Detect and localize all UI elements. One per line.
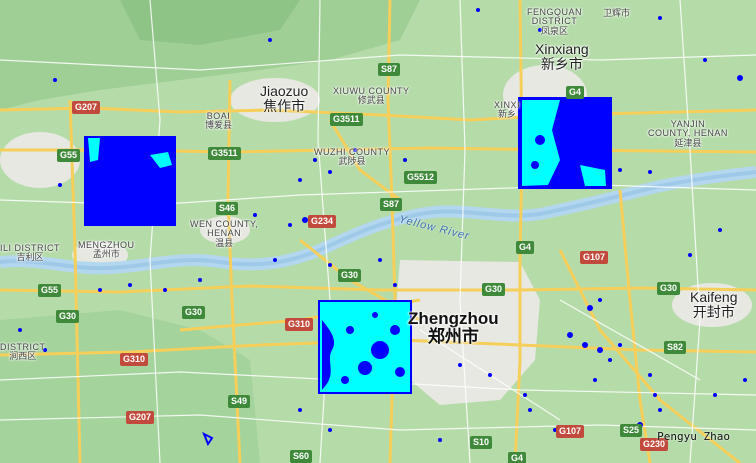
road-shield: S46 [216, 202, 239, 215]
area-name-en: XIUWU COUNTY [333, 86, 410, 96]
road-shield: S87 [378, 63, 401, 76]
area-name-zh: 博爱县 [205, 120, 233, 131]
area-name-zh: 修武县 [357, 95, 385, 106]
city-name-zh: 焦作市 [263, 97, 306, 114]
road-shield: G234 [308, 215, 337, 228]
city-name-en: Zhengzhou [408, 309, 499, 328]
urban-wen [200, 216, 250, 244]
area-label-wen: WEN COUNTY, HENAN 温县 [190, 219, 259, 248]
road-shield: G4 [566, 86, 585, 99]
city-label-xinxiang[interactable]: Xinxiang 新乡市 [535, 42, 589, 71]
area-name-en2: COUNTY, HENAN [648, 128, 728, 139]
area-name-en: DISTRICT [0, 342, 46, 352]
road-shield: G30 [182, 306, 206, 319]
area-name-en: MENGZHOU [78, 240, 135, 250]
road-shield: G30 [482, 283, 506, 296]
urban-zhengzhou [395, 260, 540, 405]
city-name-en: Kaifeng [690, 289, 738, 305]
city-name-zh: 新乡市 [540, 55, 583, 72]
area-label-wuzhi: WUZHI COUNTY 武陟县 [314, 147, 390, 167]
area-name-en: XINXI [494, 100, 521, 110]
road-shield: G310 [285, 318, 314, 331]
urban-west [0, 132, 80, 188]
area-label-boai: BOAI 博爱县 [205, 111, 233, 131]
city-name-zh: 郑州市 [427, 326, 479, 346]
area-name-zh: 凤泉区 [541, 25, 569, 36]
area-name-en: FENGQUAN [527, 7, 583, 17]
flood-outline [202, 431, 214, 447]
author-credit: Pengyu Zhao [657, 430, 730, 443]
road-shield: G4 [508, 452, 527, 463]
area-name-zh: 涧西区 [9, 351, 37, 362]
road-shield: G207 [126, 411, 155, 424]
area-name-zh: 卫辉市 [603, 8, 631, 18]
road-shield: G30 [56, 310, 80, 323]
road-shield: S87 [380, 198, 403, 211]
road-shield: S25 [620, 424, 643, 437]
area-name-zh: 新乡 [498, 109, 517, 120]
city-label-jiaozuo[interactable]: Jiaozuo 焦作市 [260, 84, 308, 113]
area-name-zh: 延津县 [674, 137, 702, 148]
road-shield: G3511 [330, 113, 363, 126]
area-label-xinxi: XINXI 新乡 [494, 100, 521, 120]
road-shield: S60 [290, 450, 313, 463]
area-label-district-west: DISTRICT 涧西区 [0, 342, 46, 362]
city-name-zh: 开封市 [692, 303, 735, 320]
area-name-en2: HENAN [207, 228, 242, 239]
road-shield: G207 [72, 101, 101, 114]
area-name-zh: 武陟县 [338, 156, 366, 167]
city-name-en: Jiaozuo [260, 83, 309, 99]
road-shield: G30 [338, 269, 362, 282]
area-name-zh: 孟州市 [92, 249, 120, 260]
area-name-zh: 温县 [215, 237, 234, 248]
road-shield: G230 [640, 438, 669, 451]
flood-tile-zhengzhou [318, 300, 412, 394]
area-label-mengzhou: MENGZHOU 孟州市 [78, 240, 135, 260]
area-name-en: BOAI [206, 111, 231, 121]
flood-tile-west [84, 136, 176, 226]
area-name-en: YANJIN [670, 119, 706, 129]
road-shield: G30 [657, 282, 681, 295]
flood-tile-xinxiang [518, 97, 612, 189]
road-shield: G3511 [208, 147, 241, 160]
area-label-fengquan: FENGQUAN DISTRICT 凤泉区 [527, 7, 583, 36]
city-label-kaifeng[interactable]: Kaifeng 开封市 [690, 290, 737, 319]
road-shield: G5512 [404, 171, 438, 184]
urban-kaifeng [672, 283, 752, 327]
road-shield: G107 [556, 425, 585, 438]
road-shield: G107 [580, 251, 609, 264]
mountain-area [0, 0, 420, 110]
mountain-area-dark [120, 0, 300, 45]
city-label-zhengzhou[interactable]: Zhengzhou 郑州市 [408, 310, 499, 346]
road-shield: S10 [470, 436, 493, 449]
area-label-xiuwu: XIUWU COUNTY 修武县 [333, 86, 410, 106]
road-shield: S82 [664, 341, 687, 354]
area-name-en: WUZHI COUNTY [314, 147, 390, 157]
road-shield: G310 [120, 353, 149, 366]
city-name-en: Xinxiang [535, 41, 589, 57]
area-name-en: WEN COUNTY, [190, 219, 259, 229]
yellow-river-channel [0, 170, 756, 271]
area-label-weihui: 卫辉市 [603, 8, 631, 18]
area-label-yanjin: YANJIN COUNTY, HENAN 延津县 [648, 119, 728, 148]
road-shield: G55 [57, 149, 81, 162]
area-name-en2: DISTRICT [531, 16, 578, 27]
area-label-jili: ILI DISTRICT 吉利区 [0, 243, 61, 263]
area-name-zh: 吉利区 [16, 252, 44, 263]
road-shield: G4 [516, 241, 535, 254]
area-name-en: ILI DISTRICT [0, 243, 61, 253]
road-shield: G55 [38, 284, 62, 297]
road-shield: S49 [228, 395, 251, 408]
